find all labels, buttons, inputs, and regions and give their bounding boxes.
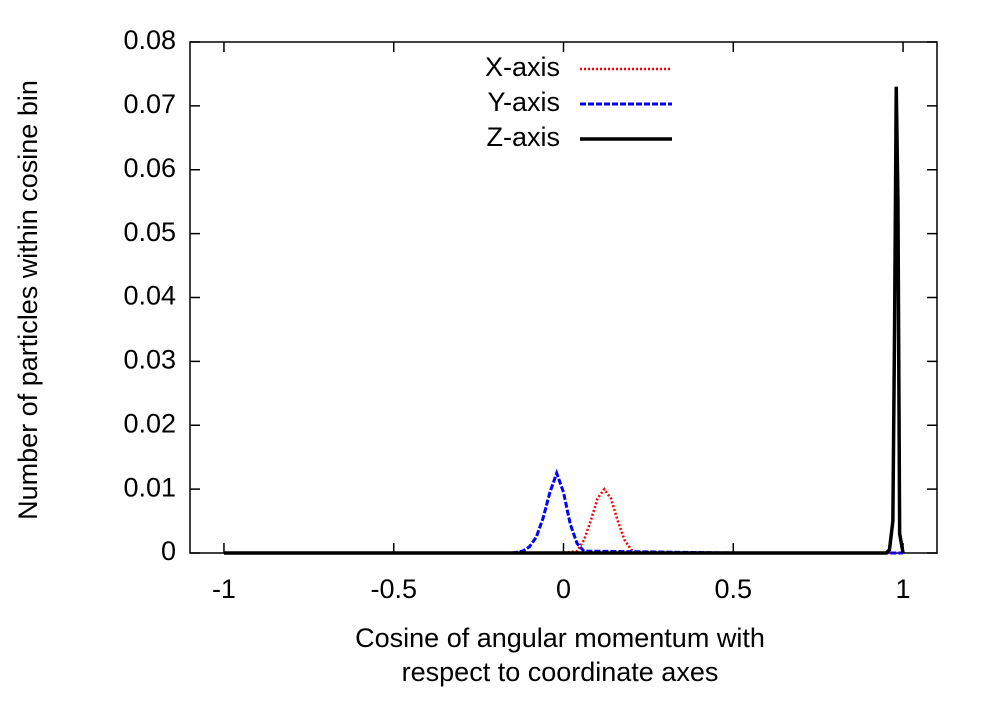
- x-tick-label: 0.5: [714, 574, 752, 604]
- y-axis-label: Number of particles within cosine bin: [13, 80, 43, 520]
- y-tick-label: 0.05: [123, 217, 176, 247]
- x-axis-label: Cosine of angular momentum with: [355, 623, 765, 653]
- legend-label: X-axis: [485, 52, 560, 82]
- y-tick-label: 0.02: [123, 408, 176, 438]
- y-tick-label: 0.07: [123, 89, 176, 119]
- x-tick-label: 0: [556, 574, 571, 604]
- x-tick-label: 1: [896, 574, 911, 604]
- x-axis-label: respect to coordinate axes: [402, 657, 719, 687]
- y-tick-label: 0.08: [123, 25, 176, 55]
- x-tick-label: -0.5: [370, 574, 417, 604]
- legend-label: Z-axis: [487, 122, 561, 152]
- legend-label: Y-axis: [487, 87, 560, 117]
- y-tick-label: 0: [161, 536, 176, 566]
- plot-frame: [189, 41, 938, 554]
- x-tick-label: -1: [212, 574, 236, 604]
- y-tick-label: 0.04: [123, 281, 176, 311]
- y-tick-label: 0.03: [123, 345, 176, 375]
- y-tick-label: 0.06: [123, 153, 176, 183]
- series-line: [223, 86, 905, 555]
- y-tick-label: 0.01: [123, 472, 176, 502]
- series-line: [223, 468, 904, 555]
